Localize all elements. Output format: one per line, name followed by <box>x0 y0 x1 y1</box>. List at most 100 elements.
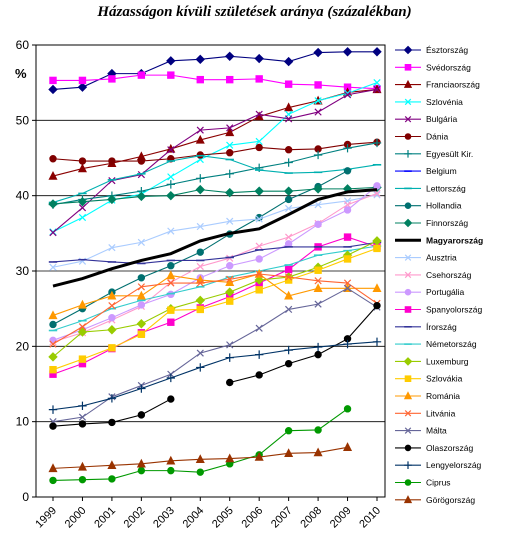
legend-entry-12: Ausztria <box>426 253 457 263</box>
series-24-point <box>166 373 176 383</box>
series-21-point <box>78 323 87 331</box>
series-19-point <box>196 305 204 314</box>
series-9-point <box>137 274 146 282</box>
series-24-point <box>107 394 117 403</box>
series-21-point <box>108 302 116 310</box>
series-5-point <box>284 146 293 154</box>
legend-marker-18 <box>403 357 413 366</box>
x-tick-label: 2010 <box>357 505 383 531</box>
series-25-point <box>167 466 175 475</box>
series-26-point <box>136 458 146 468</box>
series-1-point <box>49 76 57 85</box>
series-4-point <box>49 228 57 237</box>
series-6-line <box>52 142 378 206</box>
series-1-point <box>137 71 146 79</box>
series-20-point <box>136 290 146 300</box>
series-13-point <box>196 262 204 271</box>
series-1-line <box>53 74 378 90</box>
series-19-point <box>373 244 381 253</box>
series-20-point <box>313 283 323 293</box>
series-1-point <box>226 75 234 84</box>
series-26-point <box>343 442 353 451</box>
legend-marker-13 <box>404 271 412 279</box>
series-25-point <box>196 468 204 476</box>
legend-marker-23 <box>404 444 412 452</box>
legend-entry-4: Bulgária <box>426 114 457 124</box>
series-26-point <box>195 454 205 464</box>
series-10-line <box>52 186 378 205</box>
x-tick-label: 1999 <box>33 505 59 531</box>
x-tick-label: 2005 <box>210 505 236 531</box>
x-tick-label: 2008 <box>298 505 324 531</box>
series-22-point <box>343 284 352 292</box>
series-22-point <box>226 341 234 349</box>
series-25-point <box>314 426 322 434</box>
legend-entry-15: Spanyolország <box>426 305 483 315</box>
series-23-point <box>78 420 87 428</box>
series-3-point <box>167 173 175 181</box>
series-0-point <box>313 47 323 58</box>
x-tick-label: 2004 <box>181 505 207 531</box>
series-23-point <box>314 350 322 359</box>
series-17-line <box>52 245 378 332</box>
legend-entry-18: Luxemburg <box>426 356 469 366</box>
series-23-point <box>49 422 57 430</box>
series-14-point <box>108 314 116 322</box>
legend-entry-14: Portugália <box>426 287 465 297</box>
series-0-point <box>166 56 176 66</box>
series-24-point <box>78 401 87 411</box>
y-tick-label: 0 <box>22 490 29 504</box>
series-26-point <box>48 463 58 473</box>
series-25-point <box>137 466 146 475</box>
series-10-point <box>254 186 264 196</box>
series-23-point <box>373 301 381 310</box>
legend-marker-3 <box>404 98 412 106</box>
series-15-point <box>167 318 175 326</box>
series-24-point <box>372 337 382 347</box>
series-12-point <box>137 238 145 246</box>
series-14-point <box>343 206 352 214</box>
legend-entry-16: Írország <box>426 322 457 332</box>
series-10-point <box>283 186 294 196</box>
series-20-point <box>166 270 176 280</box>
series-18-point <box>107 325 117 335</box>
series-24-point <box>196 363 205 372</box>
series-24-point <box>284 345 293 355</box>
series-23-point <box>226 378 234 387</box>
series-0-point <box>372 47 382 57</box>
series-25-point <box>284 427 293 435</box>
series-19-point <box>343 255 352 263</box>
series-10-point <box>48 199 58 209</box>
x-tick-label: 2001 <box>92 505 118 531</box>
series-23-point <box>108 418 116 427</box>
legend-marker-4 <box>404 115 412 123</box>
series-1-point <box>196 75 204 84</box>
series-15-point <box>343 233 352 241</box>
legend-marker-9 <box>404 202 412 209</box>
series-19-line <box>52 247 378 371</box>
series-26-point <box>107 460 117 470</box>
series-6-point <box>313 150 323 160</box>
legend-entry-10: Finnország <box>426 218 468 228</box>
series-9-point <box>343 167 352 175</box>
series-24-point <box>225 353 234 362</box>
y-tick-label: 30 <box>16 264 30 278</box>
series-19-point <box>226 297 234 305</box>
series-24-line <box>52 341 378 411</box>
y-tick-label: 50 <box>16 113 30 127</box>
legend-entry-1: Svédország <box>426 62 471 72</box>
series-4-point <box>226 124 234 132</box>
series-10-point <box>195 184 205 195</box>
series-12-line <box>52 194 378 268</box>
series-26-point <box>254 451 264 461</box>
legend-marker-0 <box>403 45 413 55</box>
series-12-point <box>255 215 263 223</box>
series-2-point <box>225 127 235 137</box>
legend-entry-19: Szlovákia <box>426 374 463 384</box>
series-22-point <box>196 349 204 357</box>
x-tick-label: 2009 <box>328 505 354 531</box>
series-25-point <box>343 405 352 413</box>
legend-entry-11: Magyarország <box>426 235 483 245</box>
series-4-point <box>255 110 263 118</box>
